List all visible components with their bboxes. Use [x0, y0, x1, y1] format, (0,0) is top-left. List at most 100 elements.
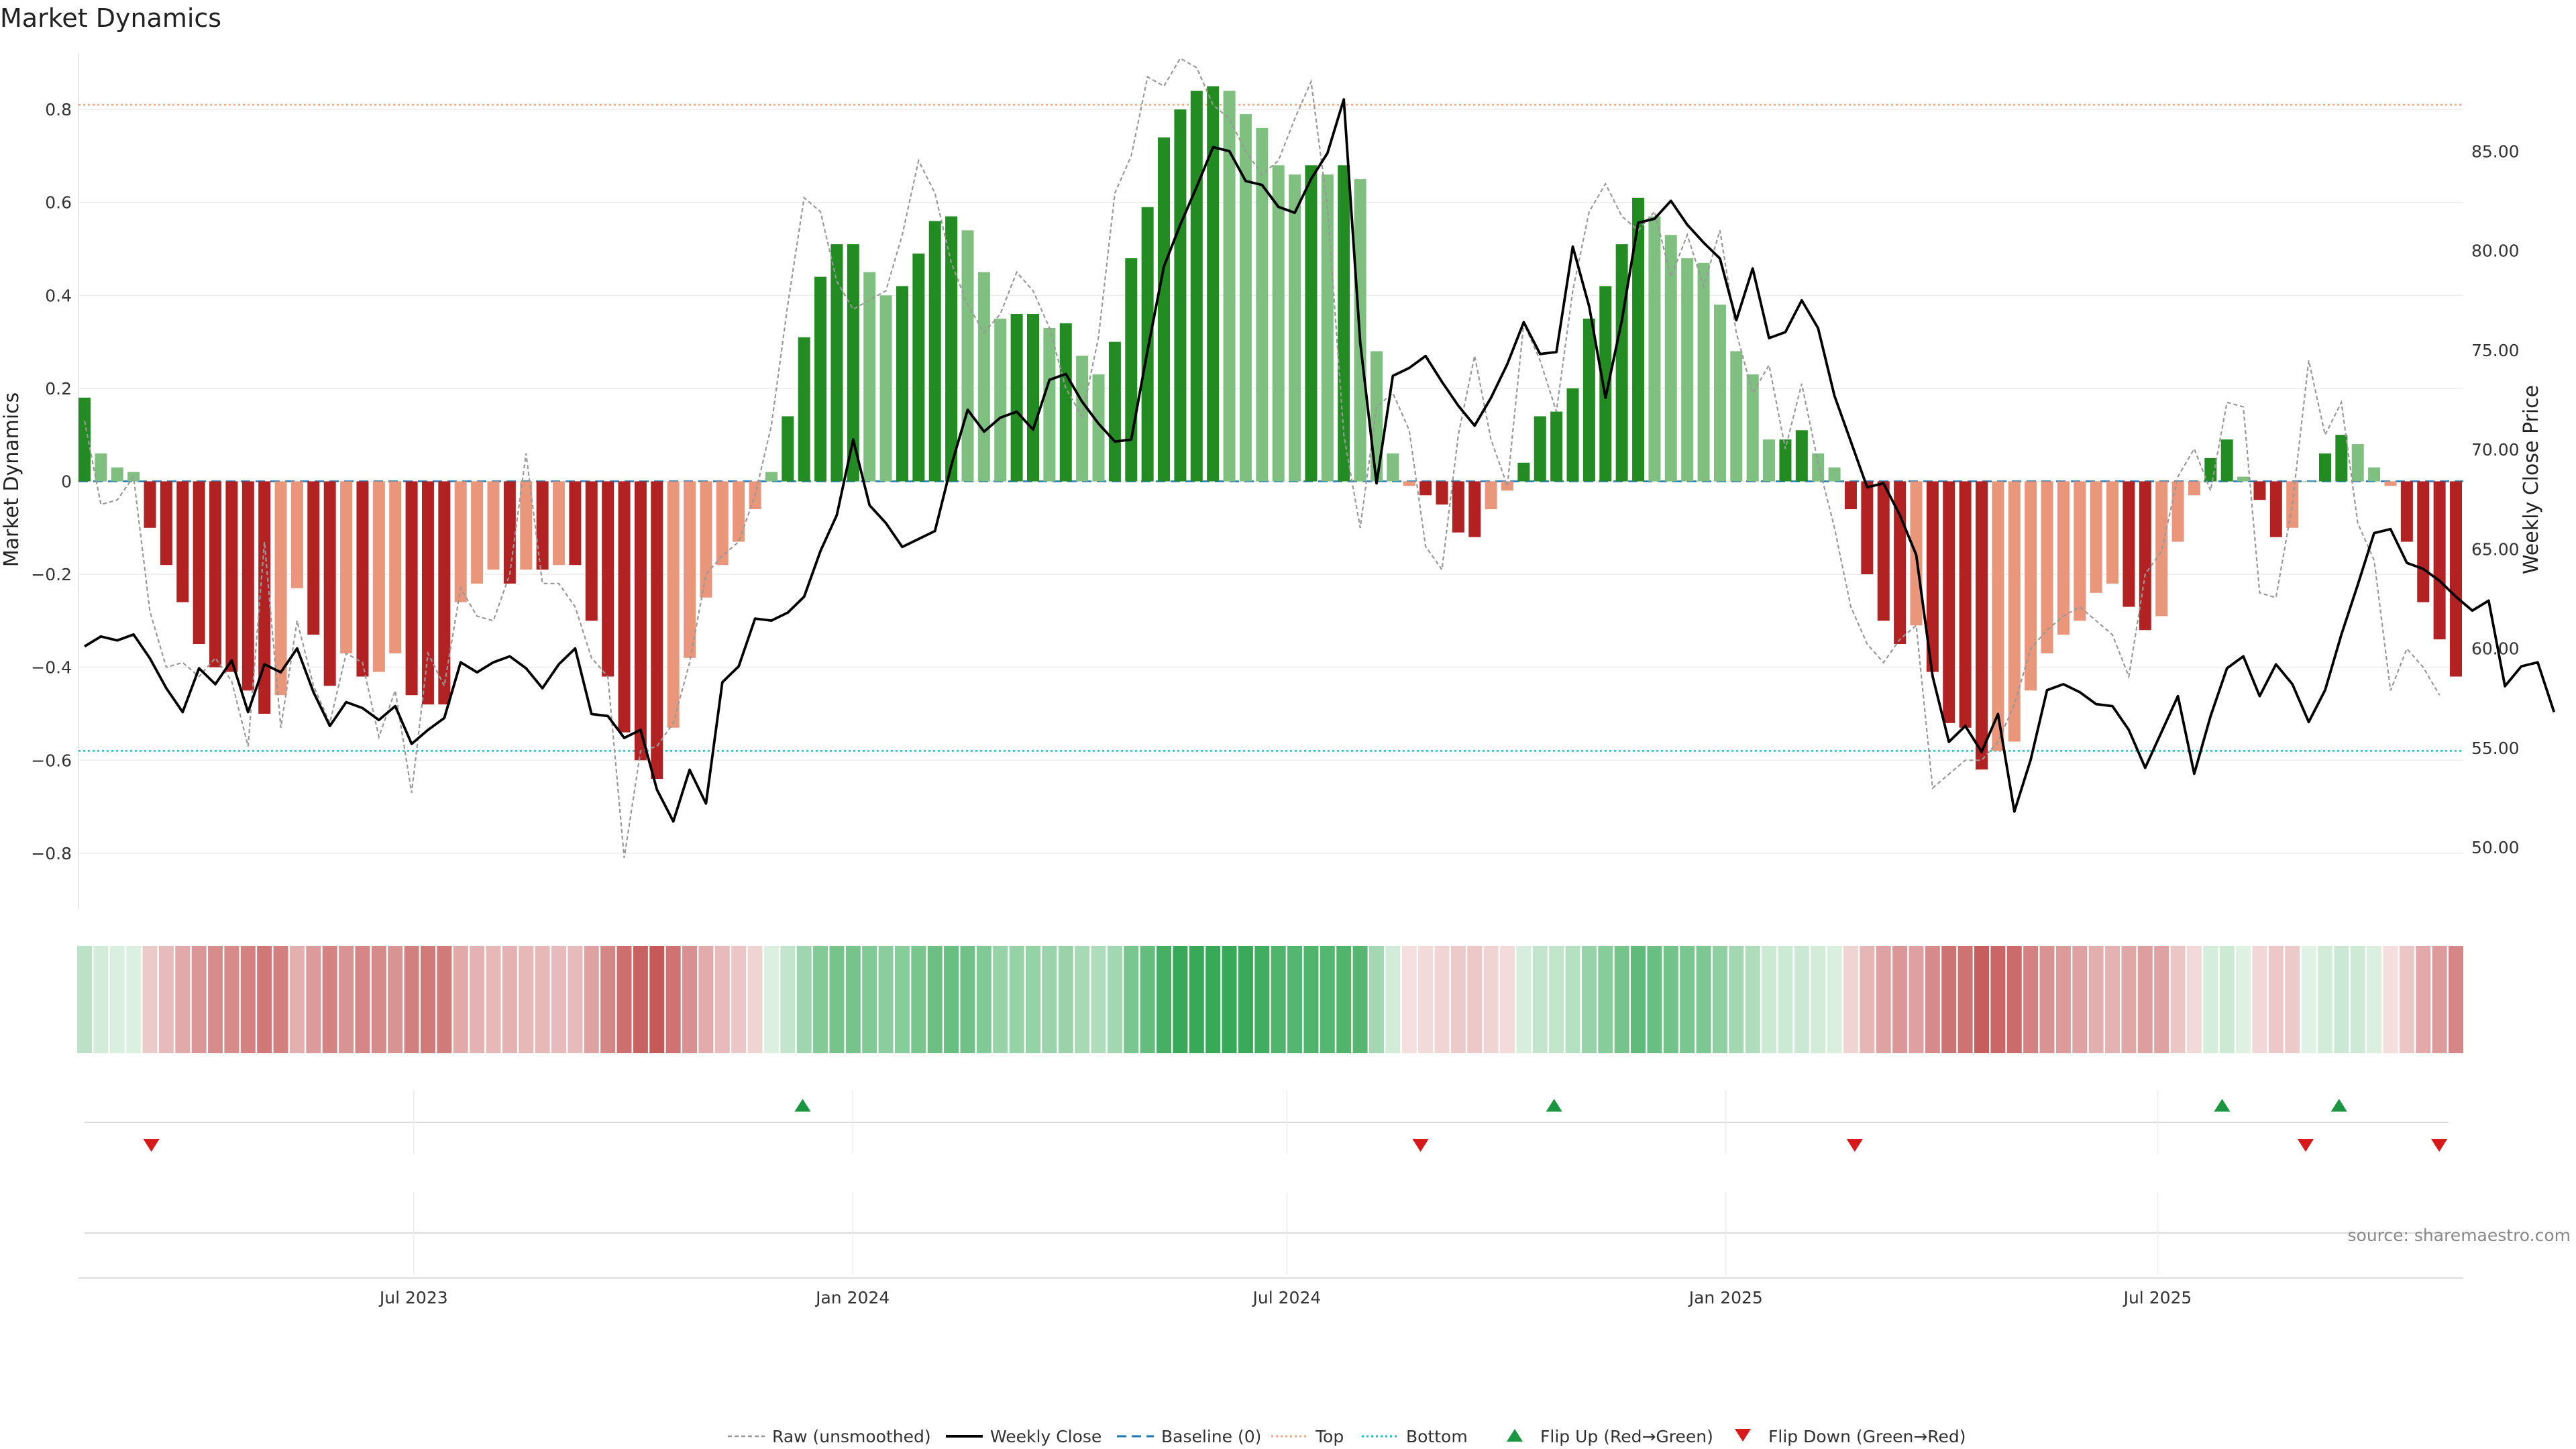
legend-label: Raw (unsmoothed): [772, 1427, 931, 1446]
heat-cell: [486, 946, 501, 1053]
heat-cell: [1598, 946, 1613, 1053]
heat-cell: [1450, 946, 1466, 1053]
heat-cell: [142, 946, 158, 1053]
bar: [651, 481, 663, 779]
bar: [2318, 453, 2331, 482]
heat-cell: [371, 946, 386, 1053]
heat-cell: [878, 946, 894, 1053]
bar: [1976, 481, 1988, 770]
heat-cell: [77, 946, 92, 1053]
heat-cell: [2252, 946, 2267, 1053]
bar: [1566, 388, 1579, 482]
bar: [1419, 481, 1432, 496]
heat-cell: [2416, 946, 2431, 1053]
bar: [2188, 481, 2200, 496]
bar: [487, 481, 500, 570]
heat-cell: [1876, 946, 1891, 1053]
bar: [1403, 481, 1415, 486]
heat-cell: [1925, 946, 1940, 1053]
bar: [700, 481, 712, 598]
y-tick-label: 0.4: [45, 286, 72, 305]
flip-down-marker: [2431, 1139, 2448, 1152]
heat-cell: [2317, 946, 2332, 1053]
bar: [1010, 314, 1023, 482]
heat-cell: [2186, 946, 2202, 1053]
legend-item-raw: Raw (unsmoothed): [728, 1427, 931, 1446]
heat-cell: [224, 946, 239, 1053]
bar: [667, 481, 680, 728]
bar: [1027, 314, 1039, 482]
heat-cell: [1352, 946, 1368, 1053]
legend-item-bottom: Bottom: [1362, 1427, 1468, 1446]
bar: [2286, 481, 2299, 528]
bar: [733, 481, 745, 542]
bar: [2171, 481, 2184, 542]
bar: [323, 481, 336, 686]
heat-cell: [1565, 946, 1580, 1053]
bar: [847, 244, 859, 482]
bar: [372, 481, 385, 672]
bar: [1436, 481, 1448, 505]
heat-cell: [862, 946, 877, 1053]
flip-down-marker: [143, 1139, 160, 1152]
heat-cell: [2236, 946, 2251, 1053]
bar: [1452, 481, 1464, 533]
heat-cell: [1336, 946, 1352, 1053]
bar: [536, 481, 549, 570]
heat-cell: [1811, 946, 1826, 1053]
bar: [356, 481, 369, 677]
bar: [1239, 114, 1252, 482]
bar: [553, 481, 565, 566]
bar: [1632, 197, 1645, 482]
heat-cell: [519, 946, 534, 1053]
bar: [520, 481, 533, 570]
bar: [111, 467, 123, 482]
heat-cell: [1581, 946, 1597, 1053]
legend-swatch: [1507, 1429, 1523, 1442]
heat-cell: [551, 946, 566, 1053]
heat-cell: [763, 946, 779, 1053]
bar: [144, 481, 156, 528]
bar: [421, 481, 434, 705]
heat-cell: [1271, 946, 1286, 1053]
heat-cell: [339, 946, 354, 1053]
heat-cell: [993, 946, 1008, 1053]
bar: [1746, 374, 1759, 482]
y-tick-label: 0.8: [45, 100, 72, 119]
heat-cell: [1140, 946, 1155, 1053]
heat-cell: [1729, 946, 1744, 1053]
heat-cell: [1320, 946, 1335, 1053]
heat-cell: [1827, 946, 1842, 1053]
y-axis-ticks: −0.8 −0.6 −0.4 −0.2 0 0.2 0.4 0.6 0.8: [31, 100, 72, 863]
bar: [340, 481, 353, 653]
bar: [209, 481, 222, 667]
bar: [782, 416, 794, 482]
bar: [1664, 235, 1677, 482]
heat-cell: [1957, 946, 1973, 1053]
bar: [2351, 444, 2364, 482]
heat-cell: [1631, 946, 1646, 1053]
heat-cell: [2121, 946, 2137, 1053]
legend-item-baseline: Baseline (0): [1117, 1427, 1261, 1446]
legend-item-flip_down: Flip Down (Green→Red): [1735, 1427, 1966, 1446]
heat-cell: [1762, 946, 1777, 1053]
heat-cell: [1091, 946, 1106, 1053]
heat-cell: [470, 946, 485, 1053]
bar: [454, 481, 467, 602]
heat-cell: [1075, 946, 1090, 1053]
heat-cell: [649, 946, 665, 1053]
bar: [977, 272, 990, 482]
bar: [879, 295, 892, 482]
legend-item-flip_up: Flip Up (Red→Green): [1507, 1427, 1713, 1446]
heat-cell: [1990, 946, 2006, 1053]
heat-cell: [273, 946, 288, 1053]
y2-tick-label: 65.00: [2471, 539, 2520, 559]
bar: [2417, 481, 2430, 602]
heat-cell: [2399, 946, 2414, 1053]
bar: [1305, 165, 1318, 482]
heat-cell: [420, 946, 435, 1053]
bar: [1943, 481, 1955, 723]
bar: [1779, 439, 1792, 482]
y2-axis-ticks: 50.00 55.00 60.00 65.00 70.00 75.00 80.00 85.00: [2471, 142, 2520, 857]
y-tick-label: −0.6: [31, 751, 72, 770]
